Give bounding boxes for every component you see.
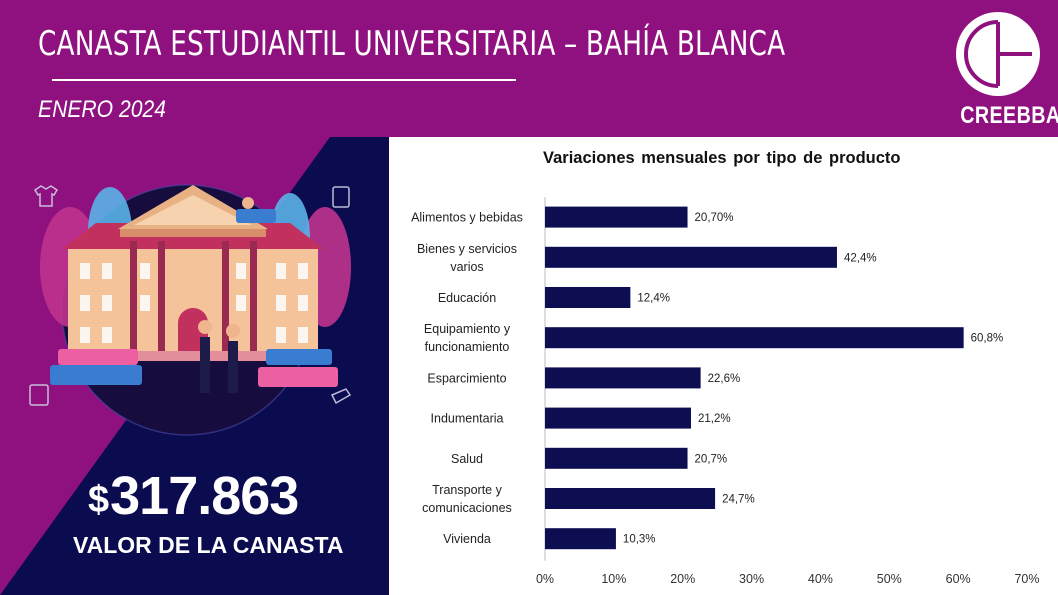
basket-value: $317.863	[88, 465, 299, 527]
creebba-logo-icon	[956, 12, 1040, 96]
header-banner: CANASTA ESTUDIANTIL UNIVERSITARIA – BAHÍ…	[0, 0, 1058, 137]
category-label: Bienes y servicios varios	[417, 242, 517, 274]
bar	[545, 206, 688, 228]
x-tick-label: 70%	[1014, 572, 1039, 586]
currency-symbol: $	[88, 479, 109, 521]
category-label: Equipamiento y funcionamiento	[424, 322, 511, 354]
data-label: 10,3%	[623, 534, 656, 546]
data-label: 24,7%	[722, 494, 755, 506]
data-label: 42,4%	[844, 252, 877, 264]
category-label: Indumentaria	[431, 412, 504, 426]
bar	[545, 407, 691, 429]
bar	[545, 447, 688, 469]
category-label: Vivienda	[443, 532, 491, 546]
illustration-panel	[0, 137, 389, 595]
x-tick-label: 40%	[808, 572, 833, 586]
bar	[545, 327, 964, 349]
chart-title: Variaciones mensuales por tipo de produc…	[543, 149, 901, 167]
bar	[545, 287, 631, 308]
x-tick-label: 60%	[946, 572, 971, 586]
data-label: 22,6%	[708, 373, 741, 385]
x-tick-label: 20%	[670, 572, 695, 586]
x-tick-label: 30%	[739, 572, 764, 586]
bar	[545, 488, 716, 509]
category-label: Alimentos y bebidas	[411, 211, 523, 225]
x-tick-label: 50%	[877, 572, 902, 586]
bar	[545, 528, 616, 550]
data-label: 12,4%	[637, 293, 670, 305]
data-label: 20,70%	[695, 212, 734, 224]
bar-chart: 20,70% Alimentos y bebidas 42,4% Bienes y s…	[411, 197, 1040, 586]
basket-amount: 317.863	[110, 466, 299, 526]
category-label: Transporte y comunicaciones	[422, 483, 512, 515]
chart-panel: Variaciones mensuales por tipo de produc…	[389, 137, 1058, 595]
page-title: CANASTA ESTUDIANTIL UNIVERSITARIA – BAHÍ…	[38, 24, 786, 64]
bar	[545, 246, 837, 268]
title-underline	[52, 79, 516, 81]
campus-illustration	[0, 137, 389, 595]
data-label: 21,2%	[698, 413, 731, 425]
x-tick-label: 0%	[536, 572, 554, 586]
category-label: Educación	[438, 291, 496, 305]
logo-wordmark: CREEBBA	[960, 102, 1058, 129]
data-label: 60,8%	[971, 333, 1004, 345]
basket-value-label: VALOR DE LA CANASTA	[73, 532, 344, 558]
data-label: 20,7%	[695, 453, 728, 465]
x-tick-label: 10%	[601, 572, 626, 586]
category-label: Esparcimiento	[427, 371, 506, 385]
page-subtitle: ENERO 2024	[38, 96, 166, 123]
bar	[545, 367, 701, 389]
category-label: Salud	[451, 452, 483, 466]
creebba-logo: CREEBBA	[952, 8, 1058, 132]
